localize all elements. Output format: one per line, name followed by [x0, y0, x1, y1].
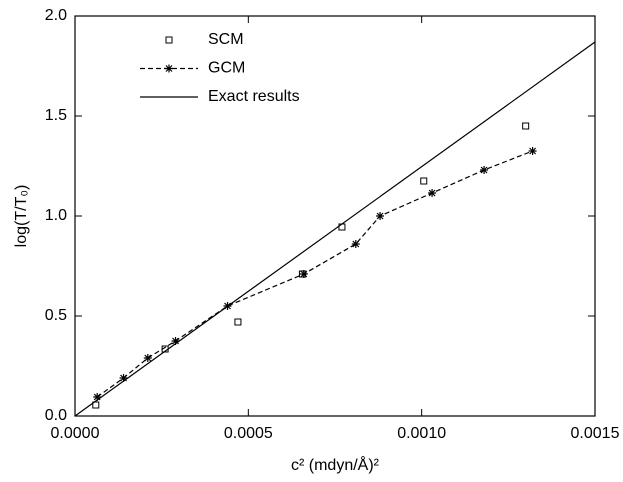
legend-label: GCM	[208, 60, 245, 77]
series-line	[74, 41, 596, 417]
marker	[420, 177, 428, 185]
y-tick-label: 1.0	[45, 207, 67, 224]
legend-label: Exact results	[208, 88, 300, 105]
marker	[165, 64, 173, 73]
marker	[234, 318, 242, 326]
x-axis-label: c² (mdyn/Å)²	[291, 455, 380, 474]
x-tick-label: 0.0005	[224, 425, 273, 442]
marker	[119, 374, 128, 382]
series-line	[96, 150, 533, 398]
marker	[351, 240, 360, 248]
marker	[92, 401, 100, 409]
y-tick-label: 0.0	[45, 407, 67, 424]
marker	[171, 337, 180, 345]
marker	[165, 36, 173, 44]
marker	[480, 166, 489, 174]
y-tick-label: 0.5	[45, 307, 67, 324]
x-tick-label: 0.0010	[397, 425, 446, 442]
marker	[376, 212, 385, 220]
y-axis-label: log(T/T₀)	[13, 185, 30, 248]
y-tick-label: 1.5	[45, 107, 67, 124]
plot-frame	[74, 15, 596, 417]
marker	[93, 393, 102, 401]
x-tick-label: 0.0000	[51, 425, 100, 442]
marker	[428, 189, 437, 197]
legend-label: SCM	[208, 31, 244, 48]
marker	[528, 147, 537, 155]
marker	[299, 270, 308, 278]
marker	[522, 122, 530, 130]
marker	[143, 354, 152, 362]
x-tick-label: 0.0015	[571, 425, 620, 442]
y-tick-label: 2.0	[45, 7, 67, 24]
